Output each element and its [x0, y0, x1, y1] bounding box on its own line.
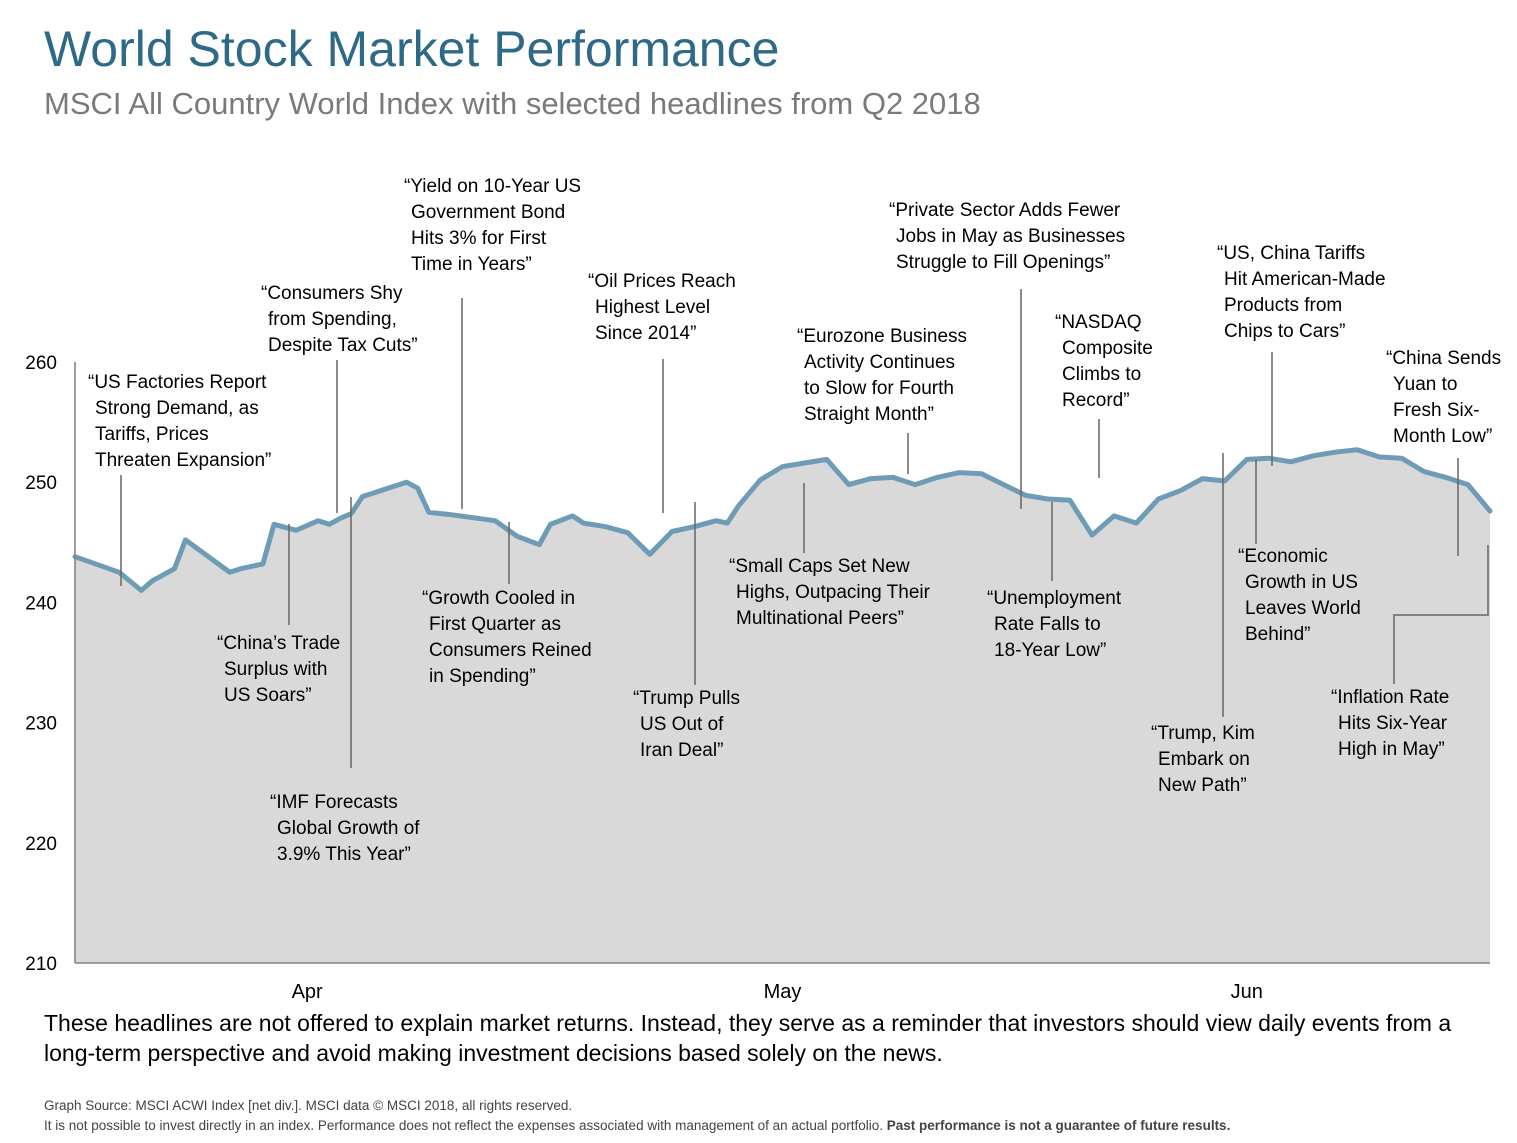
headline-annotation: “US, China Tariffs Hit American-Made Produ… — [1217, 243, 1386, 342]
headline-annotation: “Unemployment Rate Falls to 18-Year Low” — [987, 588, 1122, 661]
y-tick-label: 220 — [25, 834, 57, 855]
y-tick-label: 240 — [25, 593, 57, 614]
headline-annotation: “US Factories Report Strong Demand, as Tar… — [88, 372, 271, 471]
headline-annotation: “Trump Pulls US Out of Iran Deal” — [633, 688, 740, 761]
headline-connector — [1393, 545, 1489, 684]
headline-annotation: “Yield on 10-Year US Government Bond Hits … — [404, 176, 581, 275]
headline-annotation: “Eurozone Business Activity Continues to S… — [797, 326, 967, 425]
page-subtitle: MSCI All Country World Index with select… — [44, 86, 981, 121]
headline-annotation: “Private Sector Adds Fewer Jobs in May as… — [889, 200, 1125, 273]
index-chart: 210 220 230 240 250 260 Apr May Jun “US Factorie… — [25, 176, 1501, 1003]
headline-annotation: “China’s Trade Surplus with US Soars” — [217, 633, 340, 706]
disclaimer-text: It is not possible to invest directly in… — [44, 1118, 883, 1133]
area-fill — [75, 449, 1490, 963]
y-tick-label: 210 — [25, 954, 57, 975]
headline-annotation: “Inflation Rate Hits Six-Year High in May” — [1331, 687, 1449, 760]
y-tick-label: 260 — [25, 353, 57, 374]
headline-annotation: “IMF Forecasts Global Growth of 3.9% This … — [270, 792, 420, 865]
headline-annotation: “Economic Growth in US Leaves World Behind” — [1238, 546, 1361, 645]
y-tick-label: 230 — [25, 714, 57, 735]
disclaimer-bold: Past performance is not a guarantee of f… — [886, 1118, 1231, 1133]
index-line — [72, 447, 1493, 593]
y-tick-label: 250 — [25, 473, 57, 494]
headline-annotation: “Consumers Shy from Spending, Despite Tax … — [261, 283, 418, 356]
source-block: Graph Source: MSCI ACWI Index [net div.]… — [44, 1096, 1230, 1136]
footnote: These headlines are not offered to expla… — [44, 1010, 1452, 1066]
x-tick-label: Apr — [292, 981, 323, 1003]
headline-annotation: “Trump, Kim Embark on New Path” — [1151, 723, 1255, 796]
x-tick-label: Jun — [1231, 981, 1263, 1003]
headline-annotation: “China Sends Yuan to Fresh Six-Month Low” — [1386, 348, 1501, 447]
headline-annotation: “NASDAQ Composite Climbs to Record” — [1055, 312, 1153, 411]
headline-annotation: “Growth Cooled in First Quarter as Consume… — [422, 588, 592, 687]
page-title: World Stock Market Performance — [44, 21, 780, 77]
x-tick-label: May — [764, 981, 802, 1003]
headline-annotation: “Oil Prices Reach Highest Level Since 2014… — [588, 271, 736, 344]
disclaimer-line: It is not possible to invest directly in… — [44, 1116, 1230, 1136]
headline-annotation: “Small Caps Set New Highs, Outpacing Thei… — [729, 556, 931, 629]
source-line: Graph Source: MSCI ACWI Index [net div.]… — [44, 1098, 573, 1113]
